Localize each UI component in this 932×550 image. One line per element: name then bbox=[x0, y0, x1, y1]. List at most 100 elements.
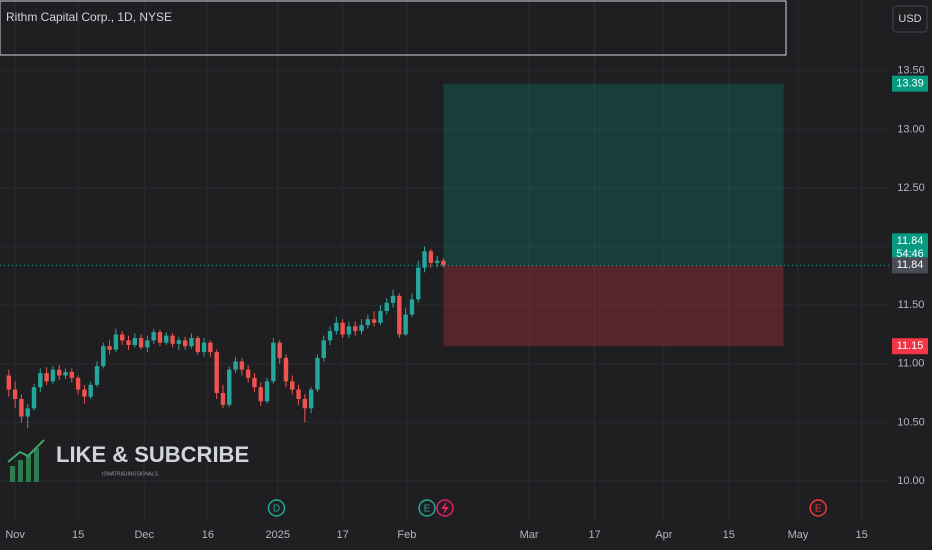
candle-body bbox=[176, 340, 182, 344]
y-tick-label: 10.50 bbox=[897, 416, 925, 428]
symbol-title: Rithm Capital Corp., 1D, NYSE bbox=[6, 10, 172, 24]
watermark-text: LIKE & SUBCRIBE bbox=[56, 442, 249, 467]
candle-body bbox=[119, 334, 125, 341]
axes: 10.0010.5011.0011.5012.0012.5013.0013.50… bbox=[5, 65, 924, 541]
candles bbox=[0, 246, 890, 429]
icon-arrow bbox=[7, 439, 45, 463]
candle-body bbox=[145, 340, 150, 348]
candle-body bbox=[233, 361, 238, 370]
lightning bbox=[441, 501, 449, 515]
stop-zone bbox=[443, 265, 784, 347]
x-tick-label: 17 bbox=[588, 529, 600, 541]
candle-body bbox=[296, 389, 301, 399]
candle-body bbox=[371, 319, 377, 323]
x-tick-label: Feb bbox=[397, 529, 416, 541]
candle-body bbox=[189, 337, 194, 347]
candle-body bbox=[315, 357, 320, 390]
candle-body bbox=[290, 381, 295, 390]
candle-body bbox=[101, 346, 106, 367]
candle-body bbox=[12, 389, 18, 399]
candle-body bbox=[31, 387, 37, 409]
candle-body bbox=[151, 332, 156, 341]
candle-body bbox=[271, 342, 276, 382]
candle-body bbox=[434, 260, 440, 263]
candle-body bbox=[50, 369, 56, 382]
candle-body bbox=[201, 342, 207, 353]
candle-body bbox=[94, 366, 100, 385]
candle-body bbox=[113, 334, 119, 350]
watermark-icon bbox=[7, 439, 45, 482]
candle-body bbox=[327, 330, 333, 341]
x-tick-label: 15 bbox=[723, 529, 735, 541]
price-badge-label: 13.39 bbox=[896, 78, 924, 90]
watermark-subtext: ISMATRADINGSIGNALS bbox=[102, 471, 159, 477]
x-tick-label: Dec bbox=[134, 529, 154, 541]
candle-body bbox=[57, 369, 62, 376]
icon-bar bbox=[18, 460, 23, 482]
candle-body bbox=[277, 342, 282, 358]
y-tick-label: 13.00 bbox=[897, 123, 925, 135]
candle-body bbox=[138, 337, 144, 348]
event-marker bbox=[809, 499, 827, 517]
price-badge-label: 11.15 bbox=[897, 340, 924, 352]
icon-bar bbox=[26, 455, 31, 482]
x-tick-label: 17 bbox=[337, 529, 349, 541]
candle-body bbox=[88, 384, 93, 397]
candle-body bbox=[422, 251, 427, 268]
y-tick-label: 11.00 bbox=[898, 358, 925, 370]
candle-body bbox=[283, 357, 289, 382]
candle-body bbox=[164, 335, 169, 343]
dividend-icon[interactable] bbox=[436, 499, 454, 517]
event-marker bbox=[267, 499, 286, 517]
position-tool bbox=[443, 83, 784, 347]
grid bbox=[0, 0, 890, 520]
x-tick-label: Mar bbox=[520, 529, 539, 541]
candle-body bbox=[75, 377, 81, 390]
icon-bar bbox=[10, 466, 15, 482]
event-label: E bbox=[424, 504, 431, 515]
candle-body bbox=[170, 335, 175, 344]
candle-body bbox=[346, 326, 352, 335]
candle-body bbox=[252, 377, 257, 388]
candle-body bbox=[353, 326, 358, 331]
candle-body bbox=[82, 389, 87, 397]
candle-body bbox=[126, 340, 131, 346]
candle-body bbox=[428, 251, 434, 263]
candle-body bbox=[334, 322, 339, 331]
candle-body bbox=[214, 352, 219, 394]
candle-body bbox=[220, 393, 226, 405]
candle-body bbox=[308, 389, 314, 409]
candle-body bbox=[19, 398, 24, 417]
candle-body bbox=[157, 332, 163, 343]
candle-body bbox=[107, 346, 112, 350]
candle-body bbox=[132, 337, 137, 346]
candle-body bbox=[63, 371, 68, 376]
candle-body bbox=[409, 299, 415, 315]
event-label: D bbox=[273, 504, 280, 515]
candle-body bbox=[239, 361, 245, 370]
price-badge bbox=[892, 257, 928, 274]
candle-body bbox=[302, 398, 308, 409]
candle-body bbox=[340, 322, 345, 335]
x-tick-label: 2025 bbox=[266, 529, 290, 541]
candle-body bbox=[397, 295, 402, 335]
x-tick-label: Apr bbox=[655, 529, 672, 541]
candle-body bbox=[44, 373, 49, 382]
candle-body bbox=[182, 340, 188, 347]
candle-body bbox=[69, 371, 75, 378]
candle-body bbox=[378, 311, 383, 323]
price-badge-label: 11.84 bbox=[897, 259, 924, 271]
target-zone bbox=[443, 83, 784, 266]
candle-body bbox=[25, 408, 30, 417]
candle-body bbox=[195, 337, 200, 353]
currency-label: USD bbox=[898, 13, 921, 25]
event-marker bbox=[418, 499, 436, 517]
candle-body bbox=[208, 342, 213, 353]
candle-body bbox=[227, 369, 232, 405]
currency-button[interactable] bbox=[892, 5, 928, 33]
candle-body bbox=[264, 381, 270, 402]
price-badge bbox=[892, 338, 928, 355]
legend-box bbox=[0, 0, 787, 56]
candle-body bbox=[6, 375, 12, 390]
